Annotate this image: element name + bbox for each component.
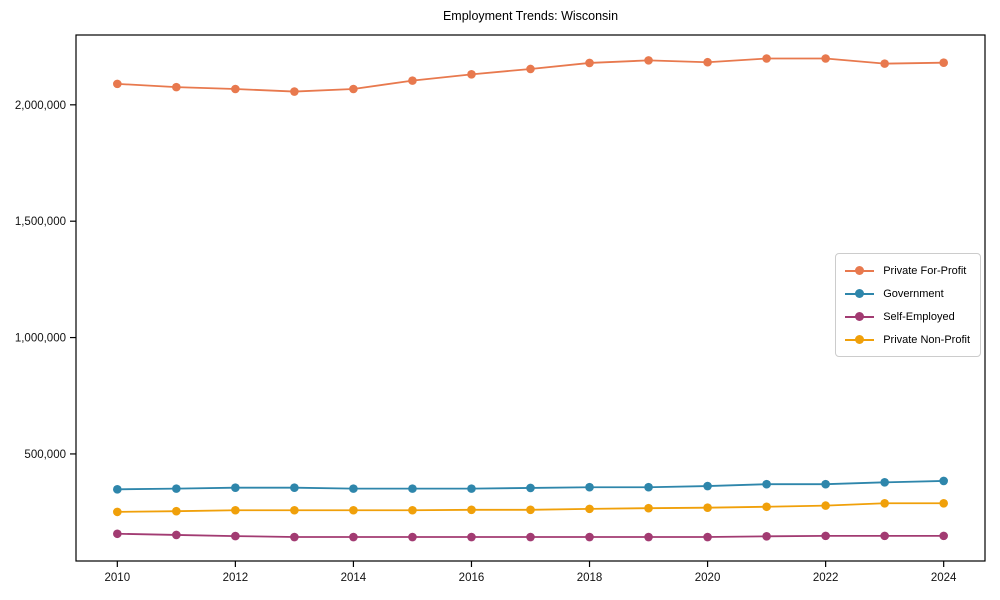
data-point-government [703, 481, 712, 491]
data-point-private-non-profit [939, 498, 948, 508]
data-point-self-employed [231, 531, 240, 541]
x-tick-label: 2016 [459, 572, 485, 584]
data-point-private-non-profit [467, 505, 476, 515]
data-point-government [821, 479, 830, 489]
legend-item-self-employed: Self-Employed [845, 308, 970, 325]
data-point-government [408, 484, 417, 493]
plot-border [75, 34, 986, 562]
legend-item-private-for-profit: Private For-Profit [845, 262, 970, 279]
data-point-private-non-profit [231, 505, 240, 515]
x-tick-label: 2012 [223, 572, 249, 584]
legend-line-dot-icon [845, 335, 875, 345]
data-point-private-for-profit [290, 87, 299, 96]
x-tick-label: 2010 [105, 572, 131, 584]
data-point-private-for-profit [644, 56, 653, 65]
data-point-self-employed [821, 531, 830, 541]
data-point-self-employed [644, 532, 653, 542]
y-tick-label: 2,000,000 [15, 100, 66, 112]
y-tick-label: 1,000,000 [15, 333, 66, 345]
data-point-private-non-profit [644, 503, 653, 513]
data-point-private-for-profit [172, 82, 181, 92]
data-point-private-non-profit [408, 505, 417, 515]
data-point-self-employed [880, 531, 889, 541]
legend-line-dot-icon [845, 289, 875, 299]
data-point-private-non-profit [762, 502, 771, 512]
data-point-government [172, 484, 181, 493]
legend-item-private-non-profit: Private Non-Profit [845, 331, 970, 348]
data-point-private-non-profit [349, 505, 358, 515]
data-point-private-non-profit [172, 506, 181, 516]
data-point-government [585, 482, 594, 492]
data-point-government [762, 479, 771, 489]
x-tick-label: 2024 [931, 572, 957, 584]
legend-label: Private For-Profit [883, 264, 967, 277]
data-point-government [526, 483, 535, 493]
data-point-self-employed [113, 529, 122, 539]
data-point-private-for-profit [880, 59, 889, 68]
x-tick-label: 2014 [341, 572, 367, 584]
data-point-private-for-profit [231, 84, 240, 94]
data-point-private-non-profit [703, 503, 712, 513]
y-tick-label: 1,500,000 [15, 216, 66, 228]
legend-line-dot-icon [845, 312, 875, 322]
legend-item-government: Government [845, 285, 970, 302]
data-point-private-for-profit [585, 58, 594, 68]
data-point-private-non-profit [290, 505, 299, 515]
data-point-private-non-profit [880, 498, 889, 508]
y-tick-label: 500,000 [24, 449, 66, 461]
data-point-self-employed [349, 532, 358, 542]
data-point-government [880, 478, 889, 487]
x-tick-label: 2020 [695, 572, 721, 584]
data-point-government [231, 483, 240, 492]
data-point-self-employed [408, 532, 417, 542]
legend: Private For-Profit Government Self-Employe… [835, 253, 981, 357]
data-point-private-for-profit [526, 64, 535, 74]
legend-label: Government [883, 287, 944, 300]
data-point-private-for-profit [703, 57, 712, 67]
data-point-self-employed [526, 532, 535, 542]
data-point-private-non-profit [585, 504, 594, 514]
data-point-government [349, 484, 358, 493]
data-point-private-for-profit [939, 58, 948, 67]
data-point-self-employed [939, 531, 948, 541]
data-point-government [644, 482, 653, 492]
legend-label: Private Non-Profit [883, 333, 970, 346]
chart-title: Employment Trends: Wisconsin [442, 9, 619, 23]
x-tick-label: 2022 [813, 572, 839, 584]
data-point-self-employed [762, 532, 771, 541]
data-point-self-employed [290, 532, 299, 542]
data-point-private-for-profit [821, 54, 830, 63]
data-point-government [113, 485, 122, 494]
data-point-private-for-profit [349, 84, 358, 94]
x-tick-label: 2018 [577, 572, 603, 584]
data-point-private-for-profit [467, 70, 476, 79]
data-point-self-employed [172, 530, 181, 540]
data-point-government [467, 484, 476, 493]
data-point-private-non-profit [821, 501, 830, 510]
data-point-private-for-profit [113, 79, 122, 89]
data-point-private-for-profit [408, 76, 417, 85]
data-point-private-non-profit [526, 505, 535, 515]
series-line-private-for-profit [117, 57, 944, 93]
legend-line-dot-icon [845, 266, 875, 276]
data-point-self-employed [467, 532, 476, 542]
data-point-self-employed [703, 532, 712, 542]
data-point-government [939, 476, 948, 486]
data-point-private-for-profit [762, 54, 771, 63]
legend-label: Self-Employed [883, 310, 955, 323]
data-point-self-employed [585, 532, 594, 542]
data-point-private-non-profit [113, 507, 122, 517]
data-point-government [290, 483, 299, 492]
